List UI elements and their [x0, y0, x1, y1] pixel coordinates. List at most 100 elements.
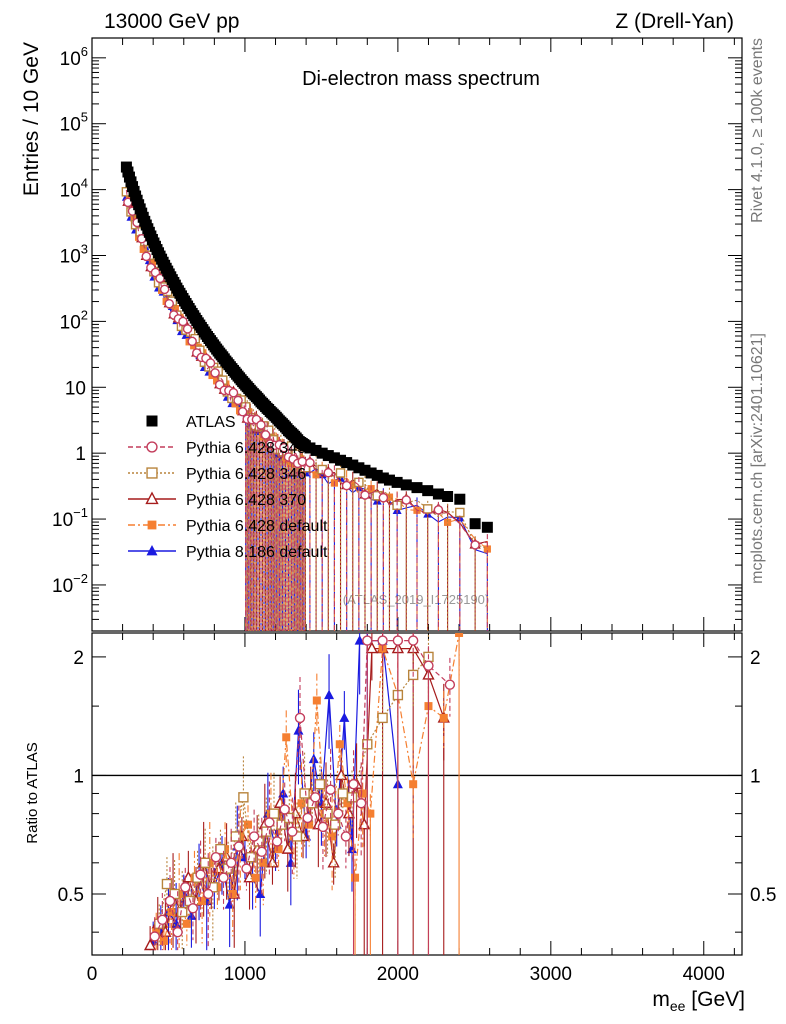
legend-entry-1: Pythia 6.428 345 [128, 440, 306, 457]
mc-point [455, 507, 465, 518]
legend-entry-4: Pythia 6.428 default [128, 518, 328, 535]
ratio-point [328, 832, 337, 841]
mc-point [312, 471, 320, 479]
legend-entry-3: Pythia 6.428 370 [128, 491, 306, 509]
x-tick-label: 0 [87, 964, 98, 985]
mc-point [148, 258, 157, 267]
atlas-point [310, 444, 322, 456]
mc-point [182, 324, 193, 334]
ratio-y-tick-label-right: 0.5 [750, 885, 776, 906]
mc-point [205, 358, 216, 368]
mc-point [256, 420, 266, 430]
legend-entry-5: Pythia 8.186 default [128, 544, 328, 561]
ratio-point [172, 926, 183, 938]
mc-point [279, 442, 289, 453]
atlas-point [347, 459, 359, 471]
ratio-point [171, 918, 182, 928]
y-tick-label: 102 [60, 307, 88, 333]
atlas-point [422, 485, 434, 497]
mc-point [470, 540, 480, 550]
y-tick-label: 103 [60, 242, 88, 268]
ratio-point [143, 938, 157, 951]
ratio-point [233, 841, 245, 852]
y-tick-label: 10 [65, 378, 86, 399]
atlas-point [454, 493, 466, 505]
legend-marker [145, 491, 159, 505]
legend-label: Pythia 6.428 370 [186, 492, 306, 509]
mc-point [228, 387, 239, 398]
ratio-series-line [154, 640, 451, 937]
legend-label: Pythia 8.186 default [186, 544, 328, 561]
legend-label: ATLAS [186, 414, 236, 431]
atlas-point [469, 518, 481, 530]
ratio-point [225, 857, 237, 869]
ratio-point [149, 931, 160, 942]
mcplots-label: mcplots.cern.ch [arXiv:2401.10621] [749, 333, 766, 584]
ratio-point [294, 712, 306, 724]
ratio-point [305, 820, 314, 829]
mc-point [178, 316, 188, 327]
mc-series-0 [121, 192, 488, 631]
ratio-y-axis-label: Ratio to ATLAS [24, 742, 41, 843]
ratio-point [365, 641, 379, 654]
main-y-axis-label: Entries / 10 GeV [20, 42, 43, 196]
ratio-point [354, 635, 365, 645]
ratio-point [167, 908, 176, 917]
ratio-y-tick-label: 2 [73, 648, 84, 669]
y-tick-label: 105 [60, 110, 88, 136]
header-left-label: 13000 GeV pp [104, 10, 239, 33]
ratio-point [287, 826, 298, 837]
ratio-point [224, 899, 235, 909]
x-tick-label: 2000 [377, 964, 419, 985]
ratio-point [377, 712, 388, 724]
ratio-point [268, 808, 280, 819]
ratio-y-tick-label: 0.5 [58, 885, 84, 906]
mc-point [141, 251, 152, 262]
atlas-point [377, 472, 389, 484]
ratio-point [293, 725, 304, 735]
ratio-point [358, 817, 371, 830]
ratio-point [241, 863, 252, 874]
ratio-point [230, 831, 241, 842]
mc-point [305, 457, 315, 468]
ratio-point [278, 787, 289, 798]
ratio-point [335, 740, 344, 749]
mc-point [401, 495, 412, 505]
ratio-series-line [155, 633, 460, 943]
ratio-point [285, 857, 296, 867]
legend-label: Pythia 6.428 346 [186, 466, 306, 483]
ratio-point [244, 820, 252, 829]
ratio-point [256, 846, 267, 857]
ratio-point [274, 845, 283, 854]
ratio-point [302, 812, 313, 824]
mc-point [323, 467, 334, 478]
ratio-point [366, 809, 375, 818]
atlas-point [353, 462, 365, 474]
ratio-point [255, 888, 266, 898]
ratio-point [195, 869, 206, 880]
y-tick-label: 10−1 [52, 505, 88, 531]
atlas-point [383, 474, 395, 486]
atlas-point [391, 476, 403, 488]
atlas-series [120, 161, 493, 533]
legend-entry-0: ATLAS [146, 414, 236, 431]
ratio-point [161, 878, 173, 890]
ratio-point [281, 842, 294, 854]
mc-point [443, 518, 452, 526]
atlas-point [365, 467, 377, 479]
ratio-point [218, 872, 229, 883]
mc-point [260, 430, 271, 440]
x-axis-label: mee [GeV] [652, 988, 745, 1014]
atlas-point [371, 469, 383, 481]
ratio-point [409, 780, 418, 789]
ratio-point [199, 857, 211, 869]
ratio-point [392, 635, 404, 646]
ratio-point [362, 635, 373, 646]
mc-point [233, 395, 243, 406]
atlas-point [341, 457, 353, 469]
ratio-y-tick-label: 1 [73, 766, 84, 787]
atlas-point [400, 479, 412, 491]
mc-point [360, 490, 370, 500]
mc-point [164, 298, 174, 309]
mc-point [210, 368, 220, 378]
